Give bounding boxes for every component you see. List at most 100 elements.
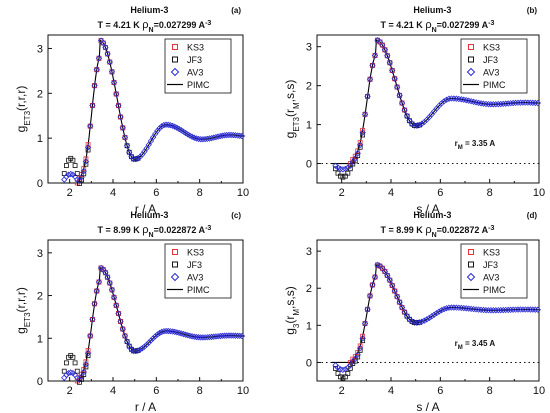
y-tick-label: 2 [37, 88, 43, 100]
panel-label: (a) [231, 6, 241, 15]
av3-point [154, 331, 161, 338]
av3-point [401, 106, 408, 114]
y-axis-label-part: g [283, 328, 297, 335]
ks3-point [392, 76, 398, 82]
panel-title: Helium-3 [130, 5, 168, 15]
av3-point [339, 166, 347, 173]
av3-point [193, 333, 200, 341]
av3-point [426, 314, 433, 322]
ks3-point [85, 142, 91, 148]
jf3-point [72, 360, 78, 366]
av3-point [495, 307, 502, 314]
ks3-point [384, 273, 390, 278]
av3-point [195, 334, 202, 341]
jf3-point [404, 113, 410, 119]
av3-point [396, 92, 403, 99]
av3-point [80, 368, 87, 376]
av3-point [482, 306, 490, 314]
av3-point [197, 136, 204, 143]
ks3-point [367, 76, 373, 82]
av3-point [369, 281, 376, 289]
av3-point [492, 307, 499, 314]
jf3-point [360, 132, 366, 138]
y-axis-label-part: (r [283, 109, 297, 117]
x-tick-label: 8 [197, 385, 203, 397]
subtitle-rho: ρ [142, 19, 148, 31]
x-tick-label: 4 [388, 187, 394, 199]
legend-label-ks3: KS3 [483, 248, 500, 258]
ks3-point [120, 326, 126, 332]
av3-point [371, 52, 379, 59]
av3-point [145, 141, 152, 148]
y-tick-label: 2 [306, 283, 312, 295]
y-tick-label: 0 [37, 178, 43, 190]
av3-point [232, 132, 239, 139]
av3-point [359, 129, 366, 136]
x-tick-label: 10 [237, 385, 249, 397]
x-tick-label: 10 [237, 187, 249, 199]
av3-point [357, 344, 364, 352]
legend-label-av3: AV3 [483, 68, 499, 78]
jf3-point [85, 353, 91, 359]
ks3-point [100, 40, 106, 46]
legend-label-pimc: PIMC [483, 80, 506, 90]
x-axis-label: r / A [135, 400, 156, 413]
jf3-point [350, 161, 356, 167]
x-axis-label: s / A [416, 202, 439, 216]
av3-point [145, 339, 152, 346]
av3-point [509, 99, 517, 107]
av3-point [178, 330, 185, 337]
ks3-point [92, 301, 97, 307]
av3-point [342, 165, 349, 173]
av3-point [527, 306, 534, 313]
y-axis-label: gET3(r,r,r) [14, 86, 32, 133]
av3-point [352, 355, 359, 363]
legend-marker-av3 [170, 272, 180, 282]
jf3-point [338, 173, 343, 179]
jf3-point [64, 360, 69, 366]
av3-point [492, 101, 499, 108]
av3-point [453, 304, 460, 311]
av3-point [106, 58, 113, 66]
av3-point [234, 132, 241, 139]
av3-point [485, 307, 492, 314]
jf3-point [83, 161, 89, 167]
av3-point [121, 134, 129, 141]
jf3-point [360, 338, 366, 344]
ks3-point [90, 317, 95, 322]
y-axis-label-part: ET3 [23, 110, 32, 125]
ks3-point [90, 103, 95, 108]
av3-point [162, 121, 170, 128]
y-axis-label-part: (r [283, 316, 297, 324]
av3-point [480, 306, 487, 314]
av3-point [500, 100, 507, 108]
subtitle-sup: -3 [205, 20, 211, 27]
av3-point [108, 68, 116, 75]
av3-point [84, 144, 92, 151]
ks3-point [392, 288, 398, 294]
legend-marker-jf3 [468, 56, 474, 63]
av3-point [67, 369, 74, 376]
av3-point [524, 306, 532, 313]
jf3-point [350, 361, 356, 367]
subtitle-density: =0.027299 A [437, 20, 489, 30]
x-tick-label: 10 [533, 187, 545, 199]
av3-point [119, 124, 126, 131]
av3-point [149, 335, 157, 342]
av3-point [236, 132, 243, 139]
ks3-point [384, 53, 390, 59]
av3-point [193, 135, 200, 142]
av3-point [334, 364, 342, 371]
av3-point [381, 268, 388, 275]
av3-point [477, 306, 485, 313]
x-tick-label: 2 [67, 385, 73, 397]
ks3-point [94, 67, 100, 73]
av3-point [115, 102, 122, 109]
ks3-point [94, 288, 100, 294]
panel-subtitle: T = 8.99 K ρN=0.022872 A-3 [381, 224, 495, 239]
plot-frame [47, 239, 244, 382]
x-axis-label: s / A [416, 400, 439, 413]
ks3-point [397, 92, 403, 98]
av3-point [110, 79, 118, 86]
